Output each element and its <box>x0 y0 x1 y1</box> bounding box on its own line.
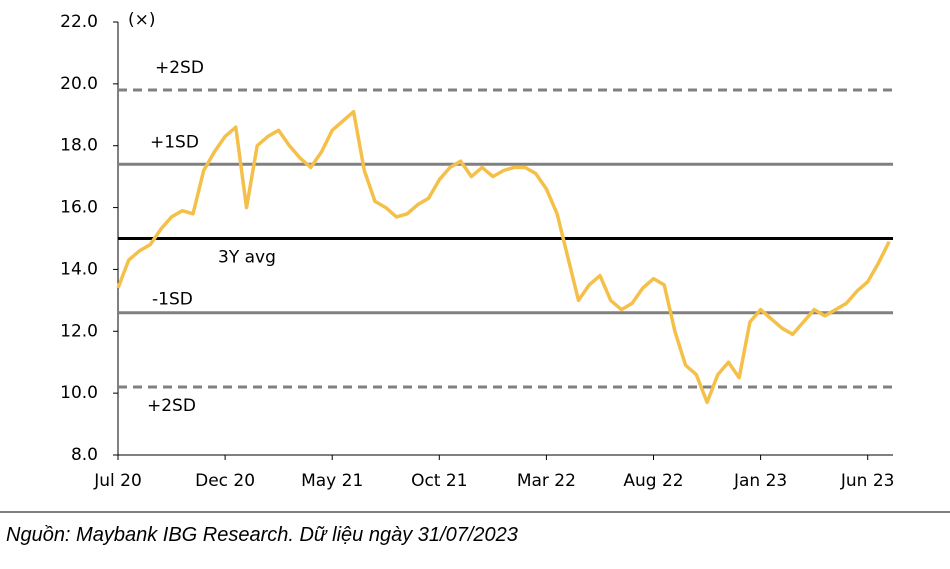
x-tick-label: Jan 23 <box>733 471 787 491</box>
y-tick-label: 14.0 <box>60 259 98 279</box>
x-tick-label: Oct 21 <box>411 471 467 491</box>
y-tick-label: 18.0 <box>60 136 98 156</box>
y-unit-label: (×) <box>128 10 156 30</box>
reference-label: -1SD <box>152 290 193 310</box>
x-tick-label: Aug 22 <box>623 471 683 491</box>
y-tick-label: 22.0 <box>60 12 98 32</box>
x-tick-label: Dec 20 <box>195 471 255 491</box>
x-tick-label: Jun 23 <box>840 471 895 491</box>
x-tick-label: Jul 20 <box>93 471 142 491</box>
reference-label: 3Y avg <box>218 248 276 268</box>
reference-label: +1SD <box>150 132 199 152</box>
y-tick-label: 16.0 <box>60 198 98 218</box>
y-tick-label: 10.0 <box>60 383 98 403</box>
source-note: Nguồn: Maybank IBG Research. Dữ liệu ngà… <box>6 524 518 546</box>
reference-label: +2SD <box>147 396 196 416</box>
x-tick-label: Mar 22 <box>517 471 576 491</box>
y-tick-label: 8.0 <box>71 445 98 465</box>
y-tick-label: 12.0 <box>60 321 98 341</box>
series-line <box>116 109 891 405</box>
x-tick-label: May 21 <box>301 471 363 491</box>
reference-label: +2SD <box>155 58 204 78</box>
y-tick-label: 20.0 <box>60 74 98 94</box>
